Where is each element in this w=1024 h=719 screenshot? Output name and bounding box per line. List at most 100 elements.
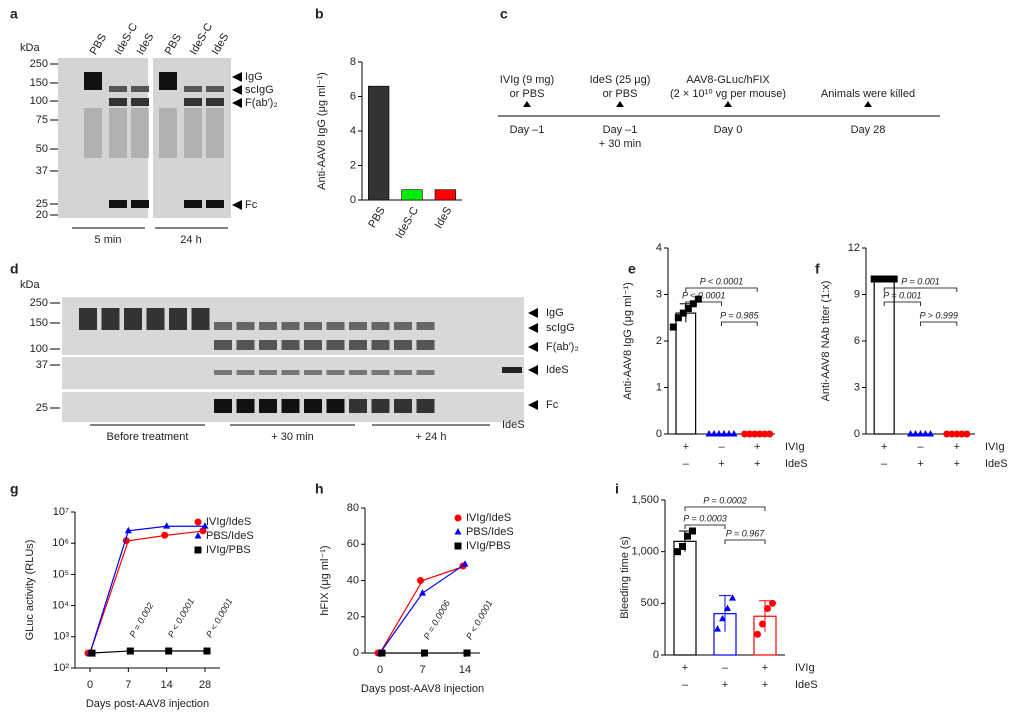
band [259, 370, 277, 375]
bracket [920, 321, 958, 326]
band-label: Fc [546, 399, 559, 411]
point [669, 323, 677, 331]
band [326, 340, 345, 350]
condition-sign: + [762, 679, 768, 691]
y-tick-label: 40 [347, 574, 359, 586]
point [684, 532, 691, 540]
y-axis-label: Anti-AAV8 IgG (μg ml⁻¹) [622, 282, 634, 400]
y-tick-label: 10⁴ [52, 600, 69, 612]
band [236, 399, 255, 413]
point [463, 649, 471, 657]
band [79, 308, 97, 330]
y-tick-label: 3 [854, 381, 860, 393]
band-label: Fc [245, 199, 258, 211]
band [394, 340, 412, 350]
bar [368, 85, 390, 201]
band [184, 98, 202, 106]
point [679, 309, 687, 317]
smear [159, 108, 177, 158]
condition-sign: + [954, 441, 960, 453]
legend-marker [454, 542, 462, 550]
point [674, 548, 681, 556]
condition-sign: – [683, 458, 690, 470]
band [349, 340, 367, 350]
point [124, 526, 132, 534]
condition-sign: – [917, 441, 924, 453]
y-tick-label: 6 [854, 335, 860, 347]
point [163, 522, 171, 529]
panel-letter: a [10, 6, 18, 22]
bracket [684, 506, 766, 511]
y-tick-label: 1 [656, 381, 662, 393]
marker-label: 250 [30, 297, 48, 309]
point [378, 649, 386, 657]
y-tick-label: 0 [350, 194, 356, 206]
y-tick-label: 20 [347, 611, 359, 623]
legend-marker [194, 546, 202, 554]
band-label: F(ab′)₂ [546, 341, 579, 353]
event-label: AAV8-GLuc/hFIX [686, 74, 770, 86]
band [349, 322, 367, 330]
point [917, 430, 924, 437]
point [715, 430, 723, 437]
gel-unit: kDa [20, 42, 40, 54]
band [259, 340, 277, 350]
point [922, 430, 929, 437]
point [754, 630, 761, 638]
bar [675, 312, 697, 435]
condition-name: IdeS [985, 458, 1008, 470]
band [131, 200, 149, 208]
band [281, 322, 300, 330]
x-tick-label: 0 [87, 679, 93, 691]
condition-sign: + [722, 679, 728, 691]
point [729, 594, 736, 601]
point [674, 314, 682, 322]
x-axis-label: Days post-AAV8 injection [86, 698, 209, 710]
marker-label: 250 [30, 58, 48, 70]
band [131, 86, 149, 92]
error-bar [719, 595, 731, 632]
legend-label: PBS/IdeS [466, 526, 514, 538]
y-axis-label: GLuc activity (RLUs) [24, 540, 36, 641]
y-tick-label: 2 [350, 159, 356, 171]
legend-marker [454, 528, 462, 535]
arrowhead [232, 200, 242, 210]
bracket [883, 287, 958, 292]
point [958, 430, 966, 438]
group-label: + 30 min [271, 431, 314, 443]
condition-sign: + [754, 441, 760, 453]
gel-unit: kDa [20, 279, 40, 291]
condition-sign: + [881, 441, 887, 453]
p-value: P = 0.001 [883, 290, 921, 300]
band [349, 399, 367, 413]
band [304, 370, 322, 375]
band [184, 200, 202, 208]
y-tick-label: 10³ [53, 631, 69, 643]
band [169, 308, 187, 330]
event-label: or PBS [603, 88, 638, 100]
marker-label: 25 [36, 402, 48, 414]
event-marker [523, 101, 531, 107]
panel-letter: g [10, 481, 19, 497]
panel-letter: f [815, 261, 820, 277]
p-value: P = 0.985 [720, 310, 759, 320]
x-tick-label: 14 [459, 664, 471, 676]
y-axis-label: Anti-AAV8 NAb titer (1:x) [820, 281, 832, 402]
point [764, 605, 771, 612]
point [943, 430, 951, 438]
point [885, 275, 893, 283]
band [146, 308, 165, 330]
x-tick-label: 7 [125, 679, 131, 691]
point [907, 430, 914, 437]
band [214, 399, 232, 413]
point [165, 647, 173, 655]
arrowhead [528, 400, 538, 410]
legend-label: IVIg/PBS [466, 540, 511, 552]
condition-sign: + [917, 458, 923, 470]
point [710, 430, 718, 437]
marker-label: 150 [30, 77, 48, 89]
arrowhead [232, 98, 242, 108]
band [394, 322, 412, 330]
marker-label: 37 [36, 165, 48, 177]
